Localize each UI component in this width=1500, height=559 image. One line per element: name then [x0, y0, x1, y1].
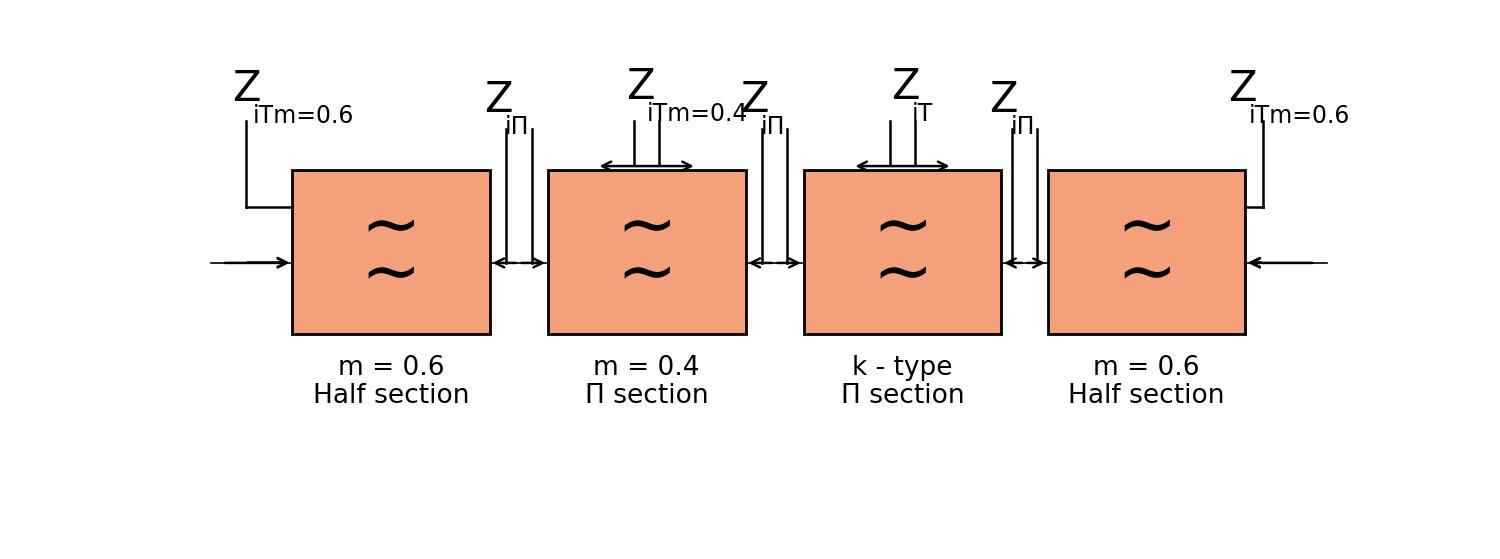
Text: ∼: ∼ — [360, 241, 422, 310]
Text: ∼: ∼ — [360, 194, 422, 263]
Text: iΠ: iΠ — [506, 115, 530, 139]
Bar — [804, 170, 1002, 334]
Text: iTm=0.4: iTm=0.4 — [646, 102, 748, 126]
Text: Z: Z — [1228, 68, 1257, 110]
Text: Z: Z — [484, 79, 513, 121]
Text: ∼: ∼ — [616, 194, 676, 263]
Text: ∼: ∼ — [871, 241, 933, 310]
Text: iT: iT — [912, 102, 933, 126]
Text: Π section: Π section — [840, 383, 964, 409]
Bar — [1047, 170, 1245, 334]
Text: ∼: ∼ — [1116, 194, 1178, 263]
Text: ∼: ∼ — [1116, 241, 1178, 310]
Text: ∼: ∼ — [871, 194, 933, 263]
Text: iΠ: iΠ — [1011, 115, 1035, 139]
Text: Π section: Π section — [585, 383, 708, 409]
Text: m = 0.4: m = 0.4 — [594, 356, 700, 381]
Text: Half section: Half section — [1068, 383, 1226, 409]
Text: Z: Z — [740, 79, 768, 121]
Text: Z: Z — [231, 68, 260, 110]
Text: Z: Z — [626, 66, 654, 108]
Text: Z: Z — [990, 79, 1018, 121]
Text: ∼: ∼ — [616, 241, 676, 310]
Text: m = 0.6: m = 0.6 — [1094, 356, 1200, 381]
Text: iΠ: iΠ — [760, 115, 784, 139]
Bar — [548, 170, 746, 334]
Text: Z: Z — [891, 66, 920, 108]
Text: m = 0.6: m = 0.6 — [338, 356, 444, 381]
Text: iTm=0.6: iTm=0.6 — [1250, 104, 1350, 128]
Text: iTm=0.6: iTm=0.6 — [252, 104, 354, 128]
Bar — [292, 170, 489, 334]
Text: k - type: k - type — [852, 356, 952, 381]
Text: Half section: Half section — [312, 383, 470, 409]
